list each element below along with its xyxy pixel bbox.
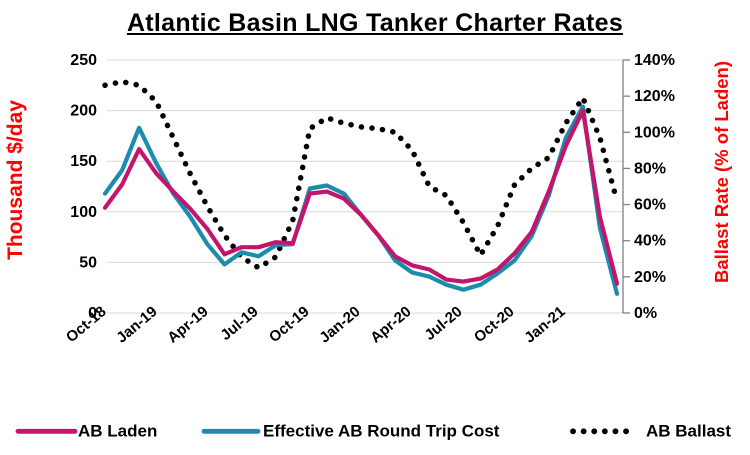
- svg-text:120%: 120%: [634, 88, 675, 105]
- svg-text:80%: 80%: [634, 160, 666, 177]
- svg-text:Thousand $/day: Thousand $/day: [4, 100, 27, 260]
- svg-text:60%: 60%: [634, 197, 666, 214]
- svg-text:AB Laden: AB Laden: [78, 422, 157, 441]
- svg-text:100%: 100%: [634, 124, 675, 141]
- svg-text:150: 150: [70, 153, 97, 170]
- svg-text:Effective AB Round Trip Cost: Effective AB Round Trip Cost: [263, 422, 500, 441]
- svg-text:200: 200: [70, 103, 97, 120]
- svg-text:40%: 40%: [634, 233, 666, 250]
- svg-text:Ballast Rate (% of Laden): Ballast Rate (% of Laden): [711, 61, 732, 283]
- svg-text:AB Ballast: AB Ballast: [646, 422, 731, 441]
- svg-text:250: 250: [70, 52, 97, 69]
- svg-text:140%: 140%: [634, 52, 675, 69]
- svg-text:20%: 20%: [634, 269, 666, 286]
- svg-text:0%: 0%: [634, 305, 657, 322]
- svg-text:100: 100: [70, 204, 97, 221]
- svg-text:50: 50: [79, 254, 97, 271]
